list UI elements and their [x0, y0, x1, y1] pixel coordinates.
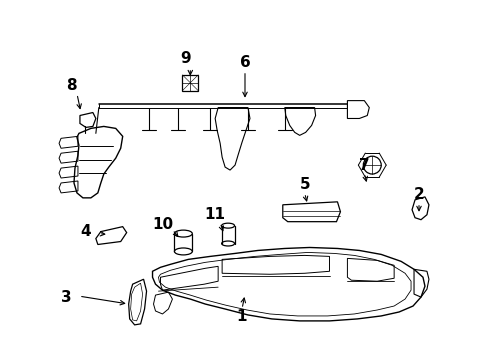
Text: 1: 1	[236, 310, 247, 324]
Text: 6: 6	[239, 55, 250, 71]
Text: 8: 8	[65, 78, 76, 93]
Text: 3: 3	[61, 289, 71, 305]
Text: 9: 9	[180, 51, 190, 67]
Text: 10: 10	[152, 217, 173, 232]
Text: 11: 11	[204, 207, 225, 222]
Text: 2: 2	[413, 188, 424, 202]
Text: 4: 4	[81, 224, 91, 239]
Text: 7: 7	[358, 158, 369, 172]
Text: 5: 5	[299, 177, 309, 193]
